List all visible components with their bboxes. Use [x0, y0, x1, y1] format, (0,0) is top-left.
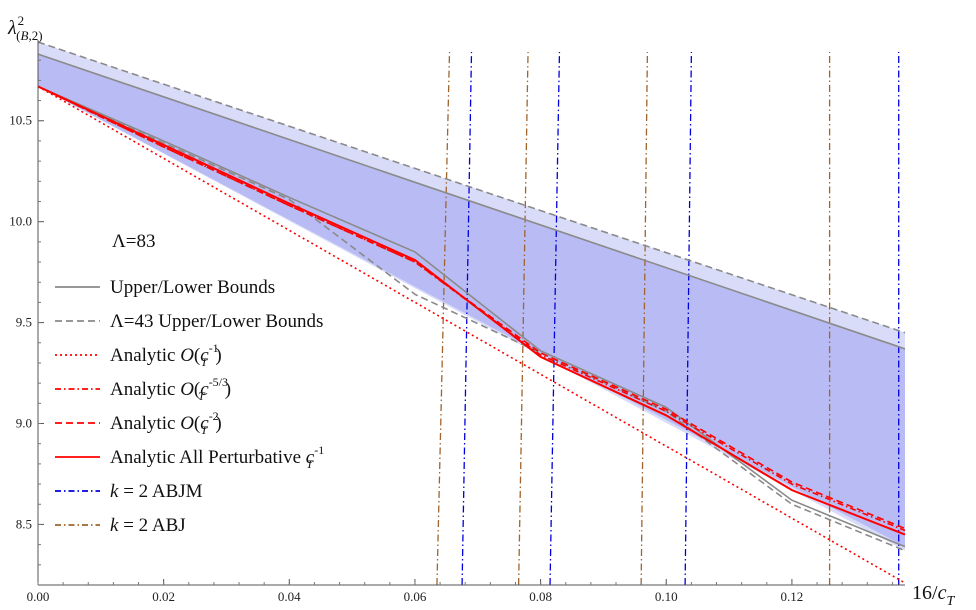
x-tick-label: 0.08 [529, 589, 552, 604]
abjm-vertical-line-2 [684, 51, 693, 586]
x-tick-label: 0.00 [27, 589, 50, 604]
legend-label-7: k = 2 ABJ [110, 515, 186, 536]
y-axis-label-sup: 2 [18, 13, 25, 28]
series-line-3 [37, 85, 906, 552]
y-tick-label: 9.0 [16, 416, 32, 431]
series-line-7 [37, 85, 906, 536]
legend-label-5: Analytic All Perturbative c-1 T [110, 443, 324, 471]
series-line-2 [37, 41, 906, 334]
legend-header: Λ=83 [112, 231, 156, 252]
axes [37, 40, 905, 586]
axis-ticks: 0.00 0.02 0.04 0.06 0.08 0.10 0.12 8.5 9.0 9.5 10.… [9, 59, 893, 604]
series-line-6 [37, 85, 906, 530]
legend-label-3: Analytic O(c-5/3 T) [110, 375, 231, 403]
y-axis-label-base: λ [7, 17, 17, 39]
series-line-4 [37, 85, 906, 584]
legend-label-1: Λ=43 Upper/Lower Bounds [110, 311, 323, 332]
legend-label-2: Analytic O(c-1 T) [110, 341, 222, 369]
x-tick-label: 0.04 [278, 589, 301, 604]
series-lines [37, 41, 906, 584]
legend-label-6: k = 2 ABJM [110, 481, 203, 502]
x-tick-label: 0.10 [655, 589, 678, 604]
y-tick-label: 10.5 [9, 113, 32, 128]
legend-label-0: Upper/Lower Bounds [110, 277, 275, 298]
legend-label-4: Analytic O(c-2 T) [110, 409, 222, 437]
series-line-1 [37, 85, 906, 548]
y-tick-label: 9.5 [16, 315, 32, 330]
series-line-0 [37, 53, 906, 350]
abjm-vertical-line-1 [549, 51, 561, 586]
abj-vertical-line-1 [517, 51, 529, 586]
x-tick-label: 0.02 [152, 589, 175, 604]
x-axis-label: 16/cT [912, 582, 955, 609]
y-tick-label: 8.5 [16, 516, 32, 531]
legend: Λ=83 Upper/Lower Bounds Λ=43 Upper/Lower B… [55, 231, 324, 536]
y-axis-label: λ2 (B,2) [7, 13, 43, 43]
abj-vertical-line-2 [640, 51, 649, 586]
y-axis-label-sub: (B,2) [16, 28, 42, 43]
series-line-5 [37, 85, 906, 532]
x-tick-label: 0.12 [781, 589, 804, 604]
x-tick-label: 0.06 [404, 589, 427, 604]
y-tick-label: 10.0 [9, 214, 32, 229]
